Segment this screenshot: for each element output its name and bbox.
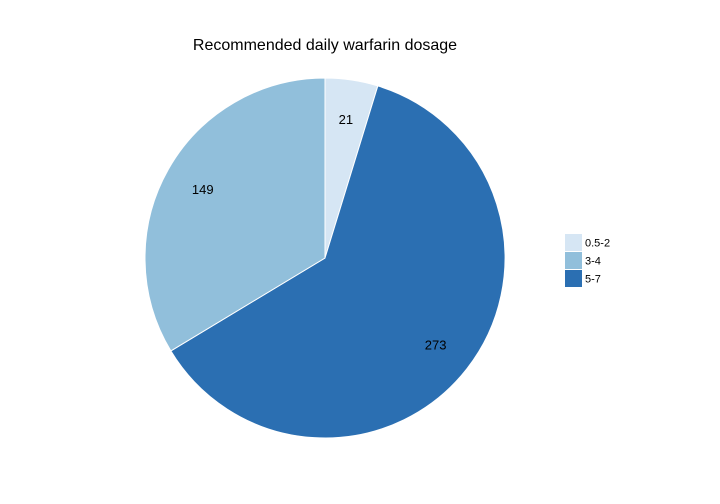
legend-label-3-4: 3-4 bbox=[585, 256, 601, 268]
legend-swatch-0.5-2 bbox=[565, 234, 582, 251]
legend-label-5-7: 5-7 bbox=[585, 274, 601, 286]
legend-label-0.5-2: 0.5-2 bbox=[585, 238, 610, 250]
legend: 0.5-2 3-4 5-7 bbox=[565, 234, 610, 287]
pie-slices bbox=[144, 77, 506, 439]
data-label-5-7: 273 bbox=[425, 337, 447, 352]
legend-swatch-5-7 bbox=[565, 270, 582, 287]
data-label-3-4: 149 bbox=[192, 182, 214, 197]
legend-swatch-3-4 bbox=[565, 252, 582, 269]
chart-title: Recommended daily warfarin dosage bbox=[193, 37, 457, 54]
pie-slice-5-7 bbox=[170, 85, 506, 439]
data-label-0.5-2: 21 bbox=[339, 112, 353, 127]
pie-slice-3-4 bbox=[144, 77, 326, 352]
pie-data-labels: 21 273 149 bbox=[192, 112, 447, 352]
